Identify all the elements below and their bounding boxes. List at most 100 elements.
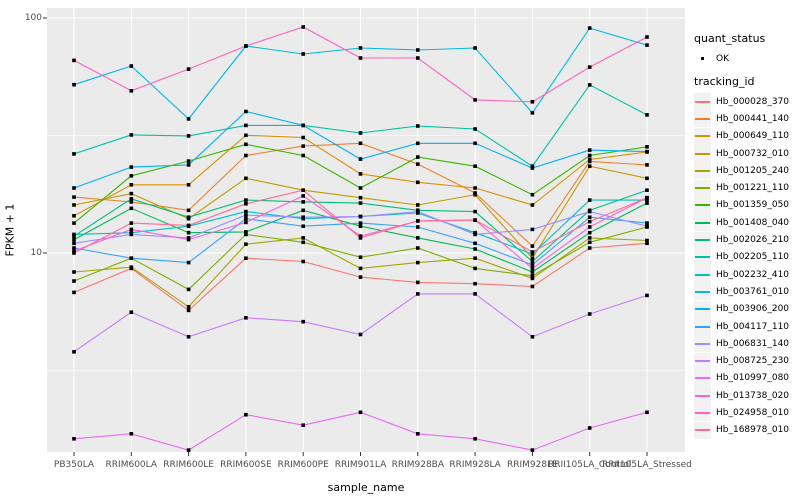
data-point xyxy=(587,209,592,214)
data-point xyxy=(473,266,477,271)
data-point xyxy=(358,221,363,225)
legend-item: Hb_010997_080 xyxy=(694,369,800,387)
data-point xyxy=(473,256,477,260)
data-point xyxy=(530,244,535,248)
data-point xyxy=(530,111,535,115)
data-point xyxy=(129,89,134,93)
data-point xyxy=(473,437,477,441)
data-point xyxy=(473,98,477,102)
data-point xyxy=(301,200,305,204)
data-point xyxy=(587,426,592,430)
data-point xyxy=(530,259,535,264)
legend-key-line-icon xyxy=(695,377,710,380)
legend-item: Hb_013738_020 xyxy=(694,387,800,405)
data-point xyxy=(416,292,420,296)
data-point xyxy=(587,198,592,202)
legend-key xyxy=(694,214,711,232)
data-point xyxy=(186,159,191,163)
legend-key xyxy=(694,404,711,422)
legend-item-label: Hb_008725_230 xyxy=(716,356,790,367)
legend-key xyxy=(694,387,711,405)
x-axis-title: sample_name xyxy=(327,481,405,494)
data-point xyxy=(244,153,248,158)
data-point xyxy=(416,219,420,223)
x-tick-label: RRIM928LA xyxy=(449,460,501,470)
data-point xyxy=(473,232,477,237)
data-point xyxy=(186,305,191,309)
data-point xyxy=(129,227,134,232)
legend-item: Hb_000028_370 xyxy=(694,93,800,111)
data-point xyxy=(416,260,420,265)
data-point xyxy=(72,279,76,283)
data-point xyxy=(72,221,76,225)
legend-item: Hb_001408_040 xyxy=(694,214,800,232)
data-point xyxy=(416,141,420,146)
legend-key xyxy=(694,283,711,301)
data-point xyxy=(186,117,191,121)
legend-key xyxy=(694,369,711,387)
data-point xyxy=(129,432,134,436)
data-point xyxy=(301,188,305,192)
data-point xyxy=(587,26,592,30)
data-point xyxy=(473,247,477,251)
data-point xyxy=(587,219,592,224)
legend-key xyxy=(694,162,711,180)
x-tick-label: RRIM928LE xyxy=(506,460,558,470)
legend-key xyxy=(694,352,711,370)
legend-item: Hb_000441_140 xyxy=(694,110,800,128)
data-point xyxy=(72,195,76,199)
x-tick-label: PB350LA xyxy=(53,460,95,470)
data-point xyxy=(186,230,191,235)
x-tick-label: RRIM600LE xyxy=(163,460,214,470)
legend-key-line-icon xyxy=(695,187,710,190)
legend-item-label: Hb_002026_210 xyxy=(716,235,790,246)
data-point xyxy=(416,236,420,240)
legend-item: Hb_001205_240 xyxy=(694,162,800,180)
x-tick-label: RRIM600LA xyxy=(105,460,158,470)
data-point xyxy=(473,46,477,50)
legend-item-label: Hb_002232_410 xyxy=(716,269,790,280)
legend-key-line-icon xyxy=(695,290,710,293)
data-point xyxy=(129,206,134,211)
x-tick-label: RRIM600PE xyxy=(277,460,329,470)
legend-items: Hb_000028_370 Hb_000441_140 Hb_000649_110 H… xyxy=(694,93,800,439)
data-point xyxy=(473,241,477,246)
legend-key-line-icon xyxy=(695,360,710,363)
data-point xyxy=(244,123,248,128)
data-point xyxy=(129,165,134,169)
data-point xyxy=(129,310,134,314)
data-point xyxy=(587,164,592,168)
legend-item-label: Hb_000732_010 xyxy=(716,148,790,159)
data-point xyxy=(645,163,649,167)
data-point xyxy=(301,215,305,219)
data-point xyxy=(416,162,420,166)
data-point xyxy=(358,275,363,279)
legend-item: Hb_001221_110 xyxy=(694,179,800,197)
data-point xyxy=(72,237,76,242)
legend-key-line-icon xyxy=(695,429,710,432)
data-point xyxy=(358,141,363,146)
data-point xyxy=(416,246,420,250)
legend-item-label: Hb_002205_110 xyxy=(716,252,790,263)
data-point xyxy=(587,312,592,316)
data-point xyxy=(645,238,649,243)
data-point xyxy=(301,224,305,228)
data-point xyxy=(416,280,420,285)
data-point xyxy=(530,100,535,104)
legend-item-label: Hb_001359_050 xyxy=(716,200,790,211)
data-point xyxy=(645,410,649,415)
data-point xyxy=(645,176,649,181)
legend-item: Hb_003761_010 xyxy=(694,283,800,301)
data-point xyxy=(244,242,248,246)
legend-item: Hb_024958_010 xyxy=(694,404,800,422)
data-point xyxy=(416,124,420,128)
legend-key xyxy=(694,300,711,318)
data-point xyxy=(645,198,649,202)
data-point xyxy=(358,56,363,60)
y-tick-label: 100 xyxy=(24,13,42,23)
data-point xyxy=(473,164,477,168)
legend-item: Hb_001359_050 xyxy=(694,196,800,214)
legend-item-label: Hb_010997_080 xyxy=(716,373,790,384)
legend-key-line-icon xyxy=(695,135,710,138)
